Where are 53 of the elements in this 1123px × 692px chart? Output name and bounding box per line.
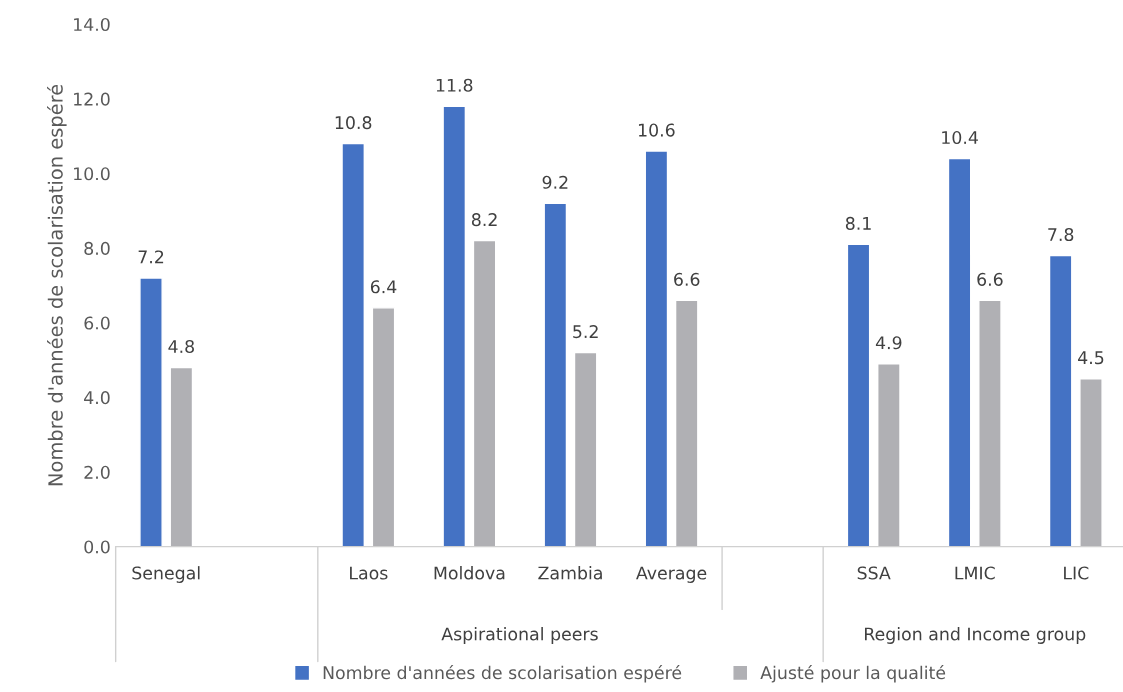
x-tick-label: SSA: [857, 566, 891, 580]
y-tick-label: 10.0: [74, 167, 110, 181]
bar: [877, 363, 901, 547]
y-tick-label: 12.0: [74, 92, 110, 106]
data-label: 7.8: [1048, 227, 1074, 242]
data-label: 7.2: [138, 250, 164, 264]
data-label: 4.8: [168, 339, 194, 354]
legend-label: Nombre d'années de scolarisation espéré: [323, 665, 682, 683]
data-label: 6.6: [674, 272, 700, 286]
x-tick-label: Moldova: [434, 566, 505, 580]
bar: [371, 307, 396, 547]
data-label: 8.2: [471, 213, 497, 227]
bar: [1079, 378, 1103, 547]
x-tick-label: Average: [636, 566, 707, 583]
bar: [978, 299, 1002, 547]
x-tick-label: LIC: [1064, 566, 1089, 580]
data-label: 9.2: [542, 175, 568, 189]
y-tick-label: 0.0: [84, 540, 110, 554]
data-label: 10.4: [942, 130, 978, 145]
bar: [573, 351, 598, 547]
bar: [846, 243, 871, 547]
bar: [644, 150, 669, 547]
y-tick-label: 2.0: [84, 465, 110, 479]
bar: [341, 142, 365, 547]
legend-label: Ajusté pour la qualité: [760, 665, 946, 683]
bar: [139, 277, 163, 547]
x-tick-label: Senegal: [132, 566, 200, 583]
bar: [1048, 254, 1073, 547]
bar: [169, 366, 194, 547]
x-tick-label: Laos: [350, 566, 388, 580]
data-label: 6.4: [370, 280, 397, 294]
bar: [543, 202, 568, 547]
data-label: 5.2: [573, 325, 598, 339]
text: Region and Income group: [864, 627, 1086, 644]
data-label: 10.6: [638, 123, 675, 137]
bar: [472, 239, 497, 547]
x-tick-label: Zambia: [538, 566, 602, 580]
bar: [947, 157, 972, 547]
y-tick-label: 8.0: [84, 241, 110, 255]
y-tick-label: 14.0: [74, 17, 110, 32]
data-label: 4.5: [1078, 351, 1104, 365]
data-label: 11.8: [436, 78, 473, 92]
data-label: 6.6: [977, 272, 1003, 286]
data-label: 10.8: [335, 116, 372, 130]
y-axis-title: Nombre d'années de scolarisation espéré: [47, 84, 67, 486]
bar: [674, 299, 699, 547]
bar: [442, 105, 467, 547]
text: Aspirational peers: [441, 627, 598, 644]
data-label: 8.1: [845, 216, 871, 230]
data-label: 4.9: [875, 336, 902, 350]
y-tick-label: 6.0: [84, 316, 110, 330]
y-tick-label: 4.0: [84, 391, 110, 405]
x-tick-label: LMIC: [955, 566, 995, 580]
